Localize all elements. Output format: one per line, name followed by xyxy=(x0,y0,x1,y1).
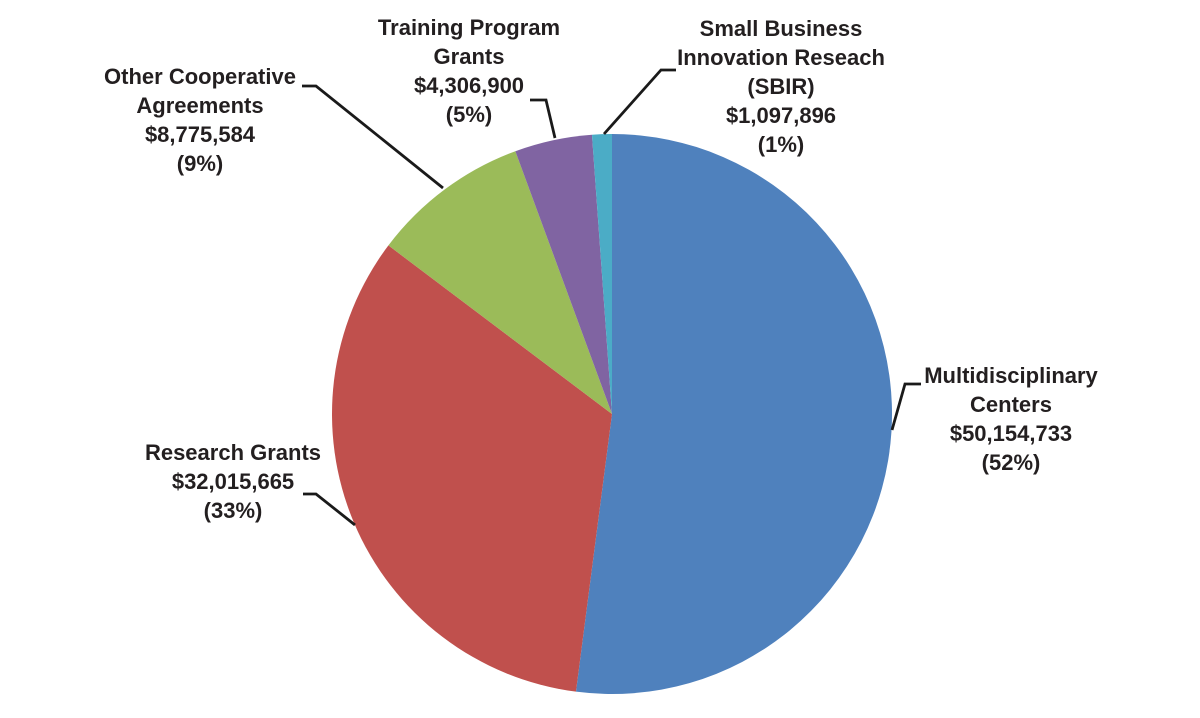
leader-line-other-cooperative-agreements xyxy=(302,84,444,190)
leader-line-training-program-grants xyxy=(530,98,557,139)
label-percent: (33%) xyxy=(203,498,263,523)
label-line: Centers xyxy=(970,392,1052,417)
pie-slice-multidisciplinary-centers xyxy=(575,134,893,694)
leader-line-multidisciplinary-centers xyxy=(890,382,921,431)
label-other-cooperative-agreements: Other Cooperative Agreements $8,775,584 … xyxy=(70,62,330,178)
label-amount: $50,154,733 xyxy=(949,421,1073,446)
label-amount: $1,097,896 xyxy=(725,103,837,128)
label-line: Agreements xyxy=(136,93,264,118)
leader-line-sbir xyxy=(602,68,676,135)
label-line: Innovation Reseach xyxy=(677,45,885,70)
label-small-business-innovation-research: Small Business Innovation Reseach (SBIR)… xyxy=(651,14,911,159)
label-amount: $8,775,584 xyxy=(144,122,256,147)
label-line: Research Grants xyxy=(144,440,322,465)
label-research-grants: Research Grants $32,015,665 (33%) xyxy=(103,438,363,525)
label-amount: $4,306,900 xyxy=(413,73,525,98)
label-line: Multidisciplinary xyxy=(924,363,1098,388)
pie-slice-small-business-innovation-reseach-sbir xyxy=(591,134,612,414)
label-multidisciplinary-centers: Multidisciplinary Centers $50,154,733 (5… xyxy=(881,361,1141,477)
label-line: Small Business xyxy=(699,16,863,41)
label-training-program-grants: Training Program Grants $4,306,900 (5%) xyxy=(339,13,599,129)
label-amount: $32,015,665 xyxy=(171,469,295,494)
label-percent: (9%) xyxy=(176,151,224,176)
pie-slice-other-cooperative-agreements xyxy=(388,151,612,414)
label-line: Grants xyxy=(433,44,505,69)
leader-line-research-grants xyxy=(303,492,356,527)
pie-slice-research-grants xyxy=(331,245,612,692)
pie-slice-training-program-grants xyxy=(515,134,612,414)
leader-lines xyxy=(302,68,921,527)
label-line: (SBIR) xyxy=(747,74,815,99)
label-percent: (1%) xyxy=(757,132,805,157)
label-percent: (5%) xyxy=(445,102,493,127)
label-line: Other Cooperative xyxy=(104,64,296,89)
label-percent: (52%) xyxy=(981,450,1041,475)
label-line: Training Program xyxy=(377,15,561,40)
pie xyxy=(331,134,893,694)
